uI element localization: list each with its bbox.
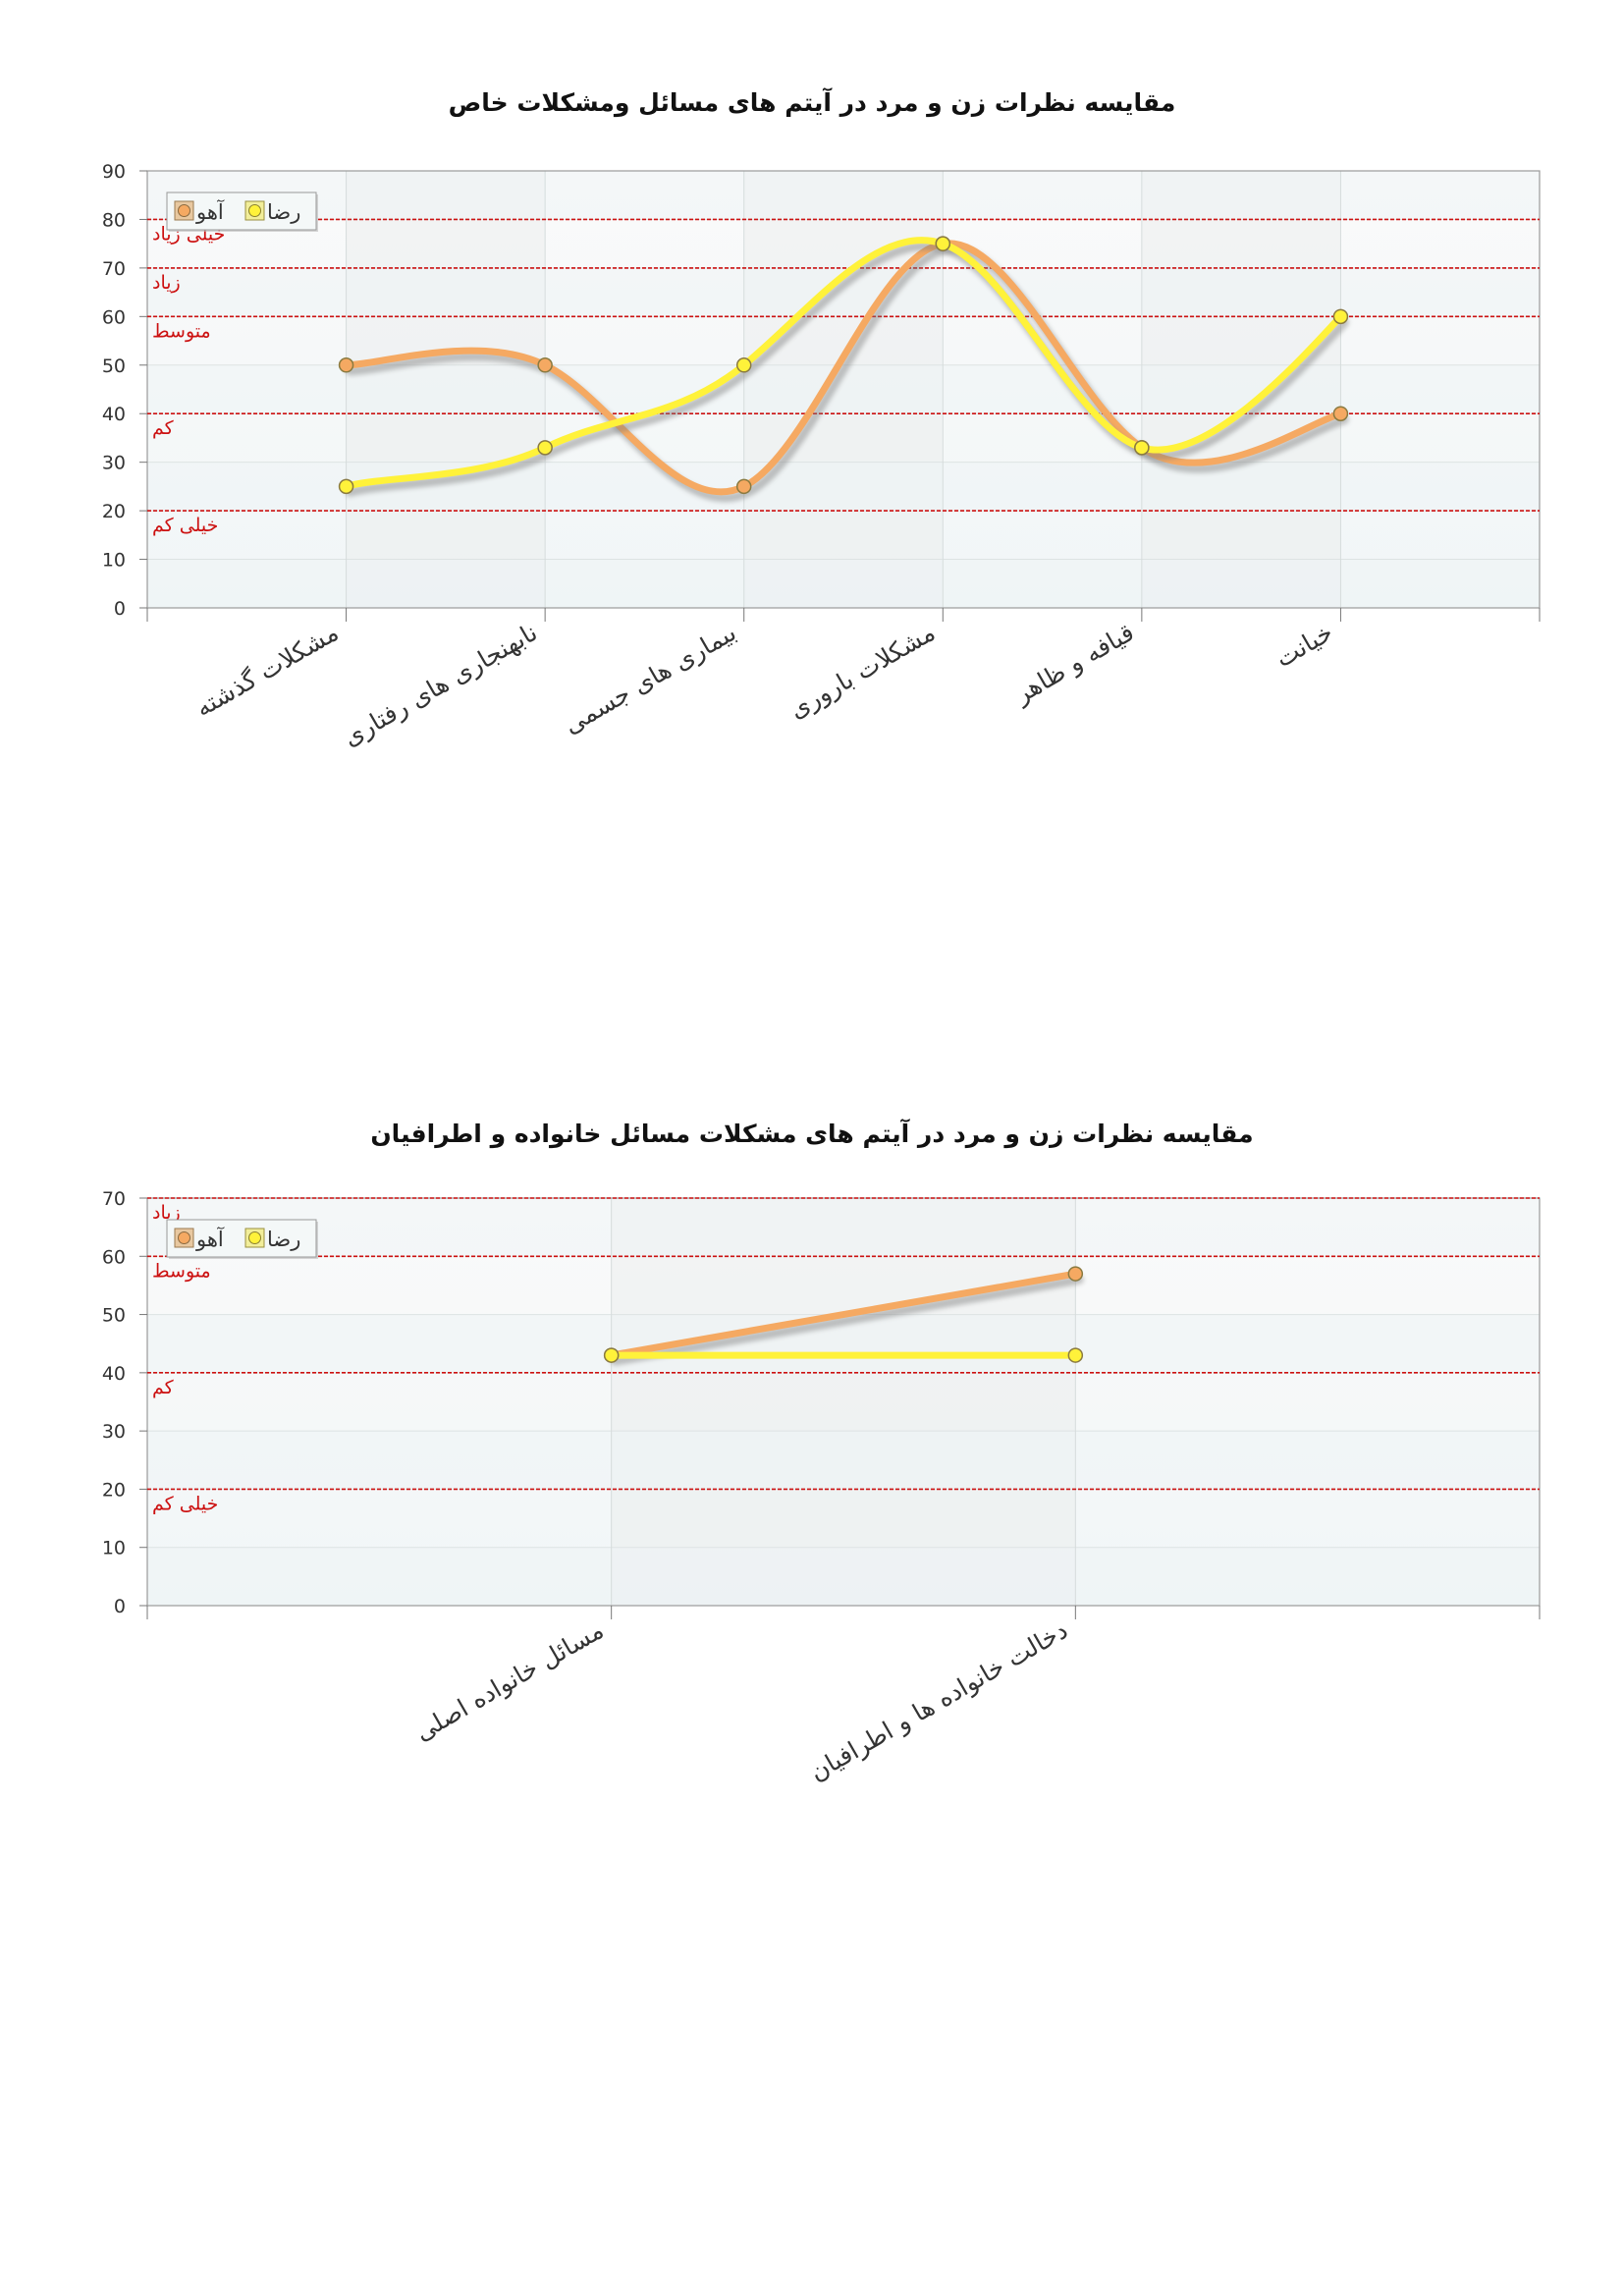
legend-label: آهو — [195, 199, 225, 224]
reference-label: کم — [152, 417, 175, 439]
chart-title: مقایسه نظرات زن و مرد در آیتم های مشکلات… — [370, 1120, 1254, 1148]
chart-family-issues: مقایسه نظرات زن و مرد در آیتم های مشکلات… — [0, 1120, 1624, 1807]
y-tick-label: 10 — [102, 550, 126, 572]
category-label: بیماری های جسمی — [559, 618, 741, 739]
chart-title: مقایسه نظرات زن و مرد در آیتم های مسائل … — [448, 88, 1176, 117]
y-tick-label: 30 — [102, 1421, 126, 1443]
y-tick-label: 80 — [102, 209, 126, 231]
chart-canvas: 0 10 20 30 40 50 60 70 80 90 مشکلات گذشتهنابهنجاری… — [102, 161, 1541, 753]
y-tick-label: 70 — [102, 1188, 126, 1210]
legend-label: رضا — [267, 1228, 300, 1251]
data-point — [935, 236, 951, 251]
data-point — [1067, 1347, 1084, 1363]
y-tick-label: 70 — [102, 258, 126, 280]
category-label: دخالت خانواده ها و اطرافیان — [805, 1615, 1073, 1787]
reference-label: زیاد — [152, 1202, 181, 1224]
legend-label: رضا — [267, 200, 300, 224]
data-point — [338, 478, 354, 495]
reference-label: خیلی کم — [152, 515, 218, 536]
reference-label: متوسط — [152, 1260, 211, 1282]
legend-marker — [178, 204, 190, 217]
y-tick-label: 60 — [102, 1246, 126, 1268]
data-point — [1332, 308, 1349, 325]
legend: آهو رضا — [166, 1219, 318, 1259]
legend-label: آهو — [195, 1227, 225, 1251]
reference-label: کم — [152, 1377, 175, 1398]
chart-canvas: 0 10 20 30 40 50 60 70 مسائل خانواده اصلی دخالت خ… — [102, 1188, 1541, 1787]
category-label: قیافه و ظاهر — [1008, 618, 1140, 710]
category-label: مسائل خانواده اصلی — [410, 1615, 609, 1746]
category-label: خیانت — [1271, 618, 1337, 673]
legend-marker — [178, 1231, 190, 1244]
category-label: نابهنجاری های رفتاری — [338, 618, 542, 753]
y-tick-label: 50 — [102, 355, 126, 377]
plot-frame — [146, 170, 1541, 609]
y-tick-label: 20 — [102, 501, 126, 522]
data-point — [1134, 440, 1150, 456]
data-point — [338, 357, 354, 373]
value-band — [147, 1547, 1540, 1606]
data-point — [735, 357, 752, 373]
value-band — [147, 171, 1540, 220]
y-tick-label: 20 — [102, 1479, 126, 1501]
reference-label: خیلی کم — [152, 1493, 218, 1514]
series-shadow — [611, 1275, 1084, 1366]
y-tick-label: 60 — [102, 306, 126, 328]
value-band — [147, 1198, 1540, 1257]
data-point — [537, 440, 553, 456]
y-tick-label: 0 — [114, 1596, 126, 1617]
legend-marker — [248, 204, 261, 217]
data-point — [1067, 1266, 1084, 1282]
plot-area — [147, 1198, 1540, 1606]
y-tick-label: 90 — [102, 161, 126, 183]
data-point — [603, 1347, 620, 1363]
data-point — [1332, 406, 1349, 421]
chart-special-issues: مقایسه نظرات زن و مرد در آیتم های مسائل … — [0, 88, 1624, 795]
series-line — [608, 1270, 1079, 1359]
y-tick-label: 0 — [114, 598, 126, 620]
y-tick-label: 30 — [102, 453, 126, 474]
legend-marker — [248, 1231, 261, 1244]
data-point — [537, 357, 553, 373]
reference-label: زیاد — [152, 272, 181, 294]
value-band — [147, 1431, 1540, 1490]
legend: آهو رضا — [166, 191, 318, 232]
y-tick-label: 50 — [102, 1305, 126, 1327]
category-label: مشکلات گذشته — [190, 618, 344, 723]
y-tick-label: 10 — [102, 1538, 126, 1559]
y-tick-label: 40 — [102, 1363, 126, 1385]
category-label: مشکلات باروری — [785, 618, 941, 725]
reference-label: متوسط — [152, 320, 211, 342]
category-band — [611, 1198, 1076, 1606]
data-point — [735, 478, 752, 495]
y-tick-label: 40 — [102, 404, 126, 425]
value-band — [147, 559, 1540, 608]
series-shadow — [346, 242, 1349, 497]
